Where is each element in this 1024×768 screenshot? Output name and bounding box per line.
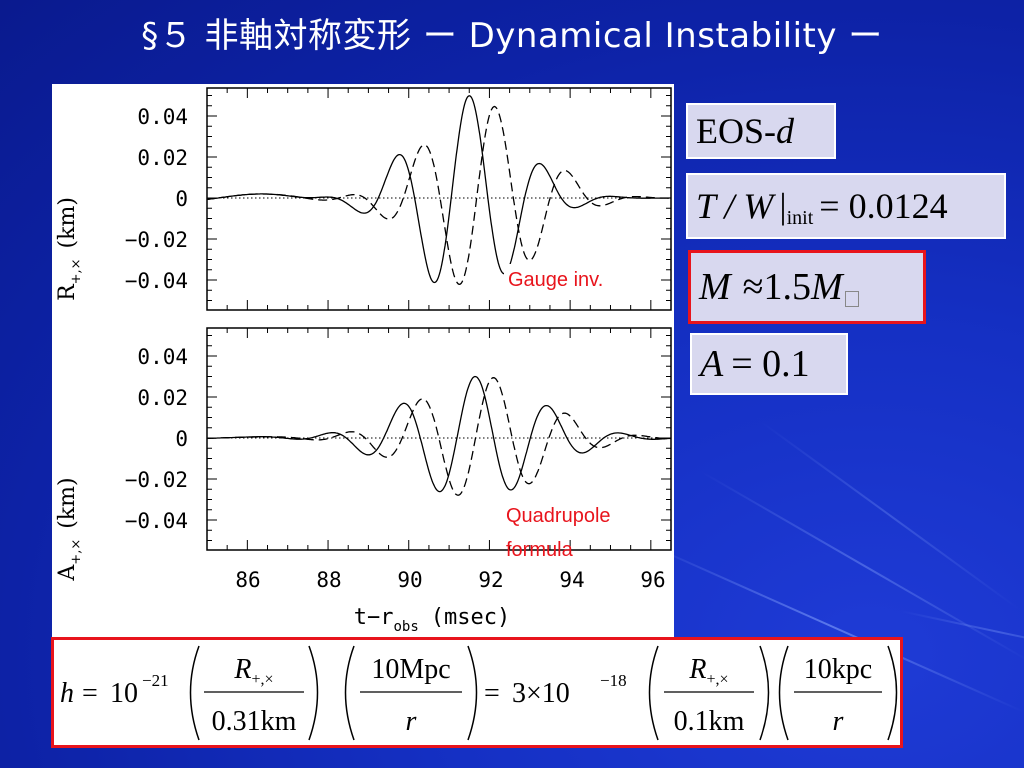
mass-box: M ≈ 1.5 M <box>688 250 926 324</box>
eos-prefix: EOS- <box>696 111 776 151</box>
top-dashed-waveform <box>206 105 671 285</box>
bottom-dashed-waveform <box>207 377 672 496</box>
formula-parentheses <box>189 645 898 741</box>
bottom-ytick: 0.02 <box>137 386 188 410</box>
tw-bar: | <box>779 186 787 226</box>
mass-unit: M <box>811 266 843 308</box>
formula-frac3-num-sub: +,× <box>707 671 729 688</box>
tw-sub: init <box>786 206 814 229</box>
top-ylabel-unit: (km) <box>55 197 80 248</box>
bottom-ylabel-unit: (km) <box>55 477 80 528</box>
strain-formula: h = 10 −21 R+,× 0.31km 10Mpc r = 3×10 −1… <box>51 637 903 748</box>
sun-symbol-icon <box>844 291 859 307</box>
formula-exp1: −21 <box>142 671 169 690</box>
top-ytick: 0 <box>175 187 188 211</box>
formula-h: h <box>60 678 74 709</box>
xtick: 86 <box>235 568 260 592</box>
top-annotation-bg <box>504 264 650 294</box>
formula-frac1-num: R <box>233 654 251 685</box>
formula-frac3-den: 0.1km <box>674 706 745 737</box>
xlabel-sub: obs <box>393 619 418 635</box>
bottom-ytick: 0 <box>175 427 188 451</box>
waveform-figure: R+,×(km) A+,×(km) 0.04 0.02 0 −0.02 −0.0… <box>52 84 674 638</box>
tw-value: = 0.0124 <box>819 186 948 226</box>
tw-lhs: T / W <box>696 186 774 226</box>
xlabel-main: t−r <box>354 605 394 630</box>
svg-text:R+,×(km): R+,× (km) <box>55 197 84 301</box>
top-annotation: Gauge inv. <box>508 269 603 291</box>
top-ytick: −0.02 <box>125 228 188 252</box>
formula-ten1: 10 <box>110 678 138 709</box>
top-ylabel: R <box>55 283 80 301</box>
formula-frac2-den: r <box>406 706 417 737</box>
formula-frac1-den: 0.31km <box>212 706 297 737</box>
bottom-annotation-line2: formula <box>506 539 574 561</box>
top-ytick: 0.02 <box>137 146 188 170</box>
xtick: 92 <box>478 568 503 592</box>
formula-frac1-num-sub: +,× <box>252 671 274 688</box>
bottom-annotation-line1: Quadrupole <box>506 505 611 527</box>
a-lhs: A <box>700 343 724 385</box>
svg-text:R+,×: R+,× <box>233 654 273 688</box>
xtick: 96 <box>640 568 665 592</box>
formula-frac3-num: R <box>688 654 706 685</box>
formula-eq1: = <box>82 678 98 709</box>
background-streak <box>699 470 1024 662</box>
formula-frac2-num: 10Mpc <box>371 654 450 685</box>
svg-text:R+,×: R+,× <box>688 654 728 688</box>
mass-rel: ≈ <box>742 266 764 308</box>
formula-exp2: −18 <box>600 671 627 690</box>
mass-lhs: M <box>699 266 731 308</box>
top-ylabel-sub: +,× <box>69 258 84 284</box>
xtick: 90 <box>397 568 422 592</box>
bottom-ylabel-sub: +,× <box>69 539 84 565</box>
svg-text:A+,×(km): A+,× (km) <box>55 477 84 581</box>
svg-text:t−robs(msec): t−robs (msec) <box>354 605 511 635</box>
formula-frac4-num: 10kpc <box>804 654 872 685</box>
tick-marks <box>206 88 672 550</box>
a-box: A = 0.1 <box>690 333 848 395</box>
formula-eq2: = <box>484 678 500 709</box>
formula-coef: 3×10 <box>512 678 570 709</box>
eos-var: d <box>776 111 794 151</box>
a-value: = 0.1 <box>731 343 810 385</box>
xlabel-unit: (msec) <box>431 605 510 630</box>
top-ytick: 0.04 <box>137 105 188 129</box>
bottom-ytick: −0.02 <box>125 468 188 492</box>
bottom-panel-frame <box>206 327 672 551</box>
tw-box: T / W | init = 0.0124 <box>686 173 1006 239</box>
bottom-ytick: 0.04 <box>137 345 188 369</box>
eos-box: EOS-d <box>686 103 836 159</box>
bottom-ytick: −0.04 <box>125 509 188 533</box>
top-ytick: −0.04 <box>125 269 188 293</box>
slide-title: §５ 非軸対称変形 ー Dynamical Instability ー <box>141 16 883 56</box>
formula-frac4-den: r <box>833 706 844 737</box>
xtick: 88 <box>316 568 341 592</box>
mass-value: 1.5 <box>763 266 812 308</box>
bottom-ylabel: A <box>55 564 80 582</box>
xtick: 94 <box>559 568 584 592</box>
bottom-solid-waveform <box>207 375 672 493</box>
